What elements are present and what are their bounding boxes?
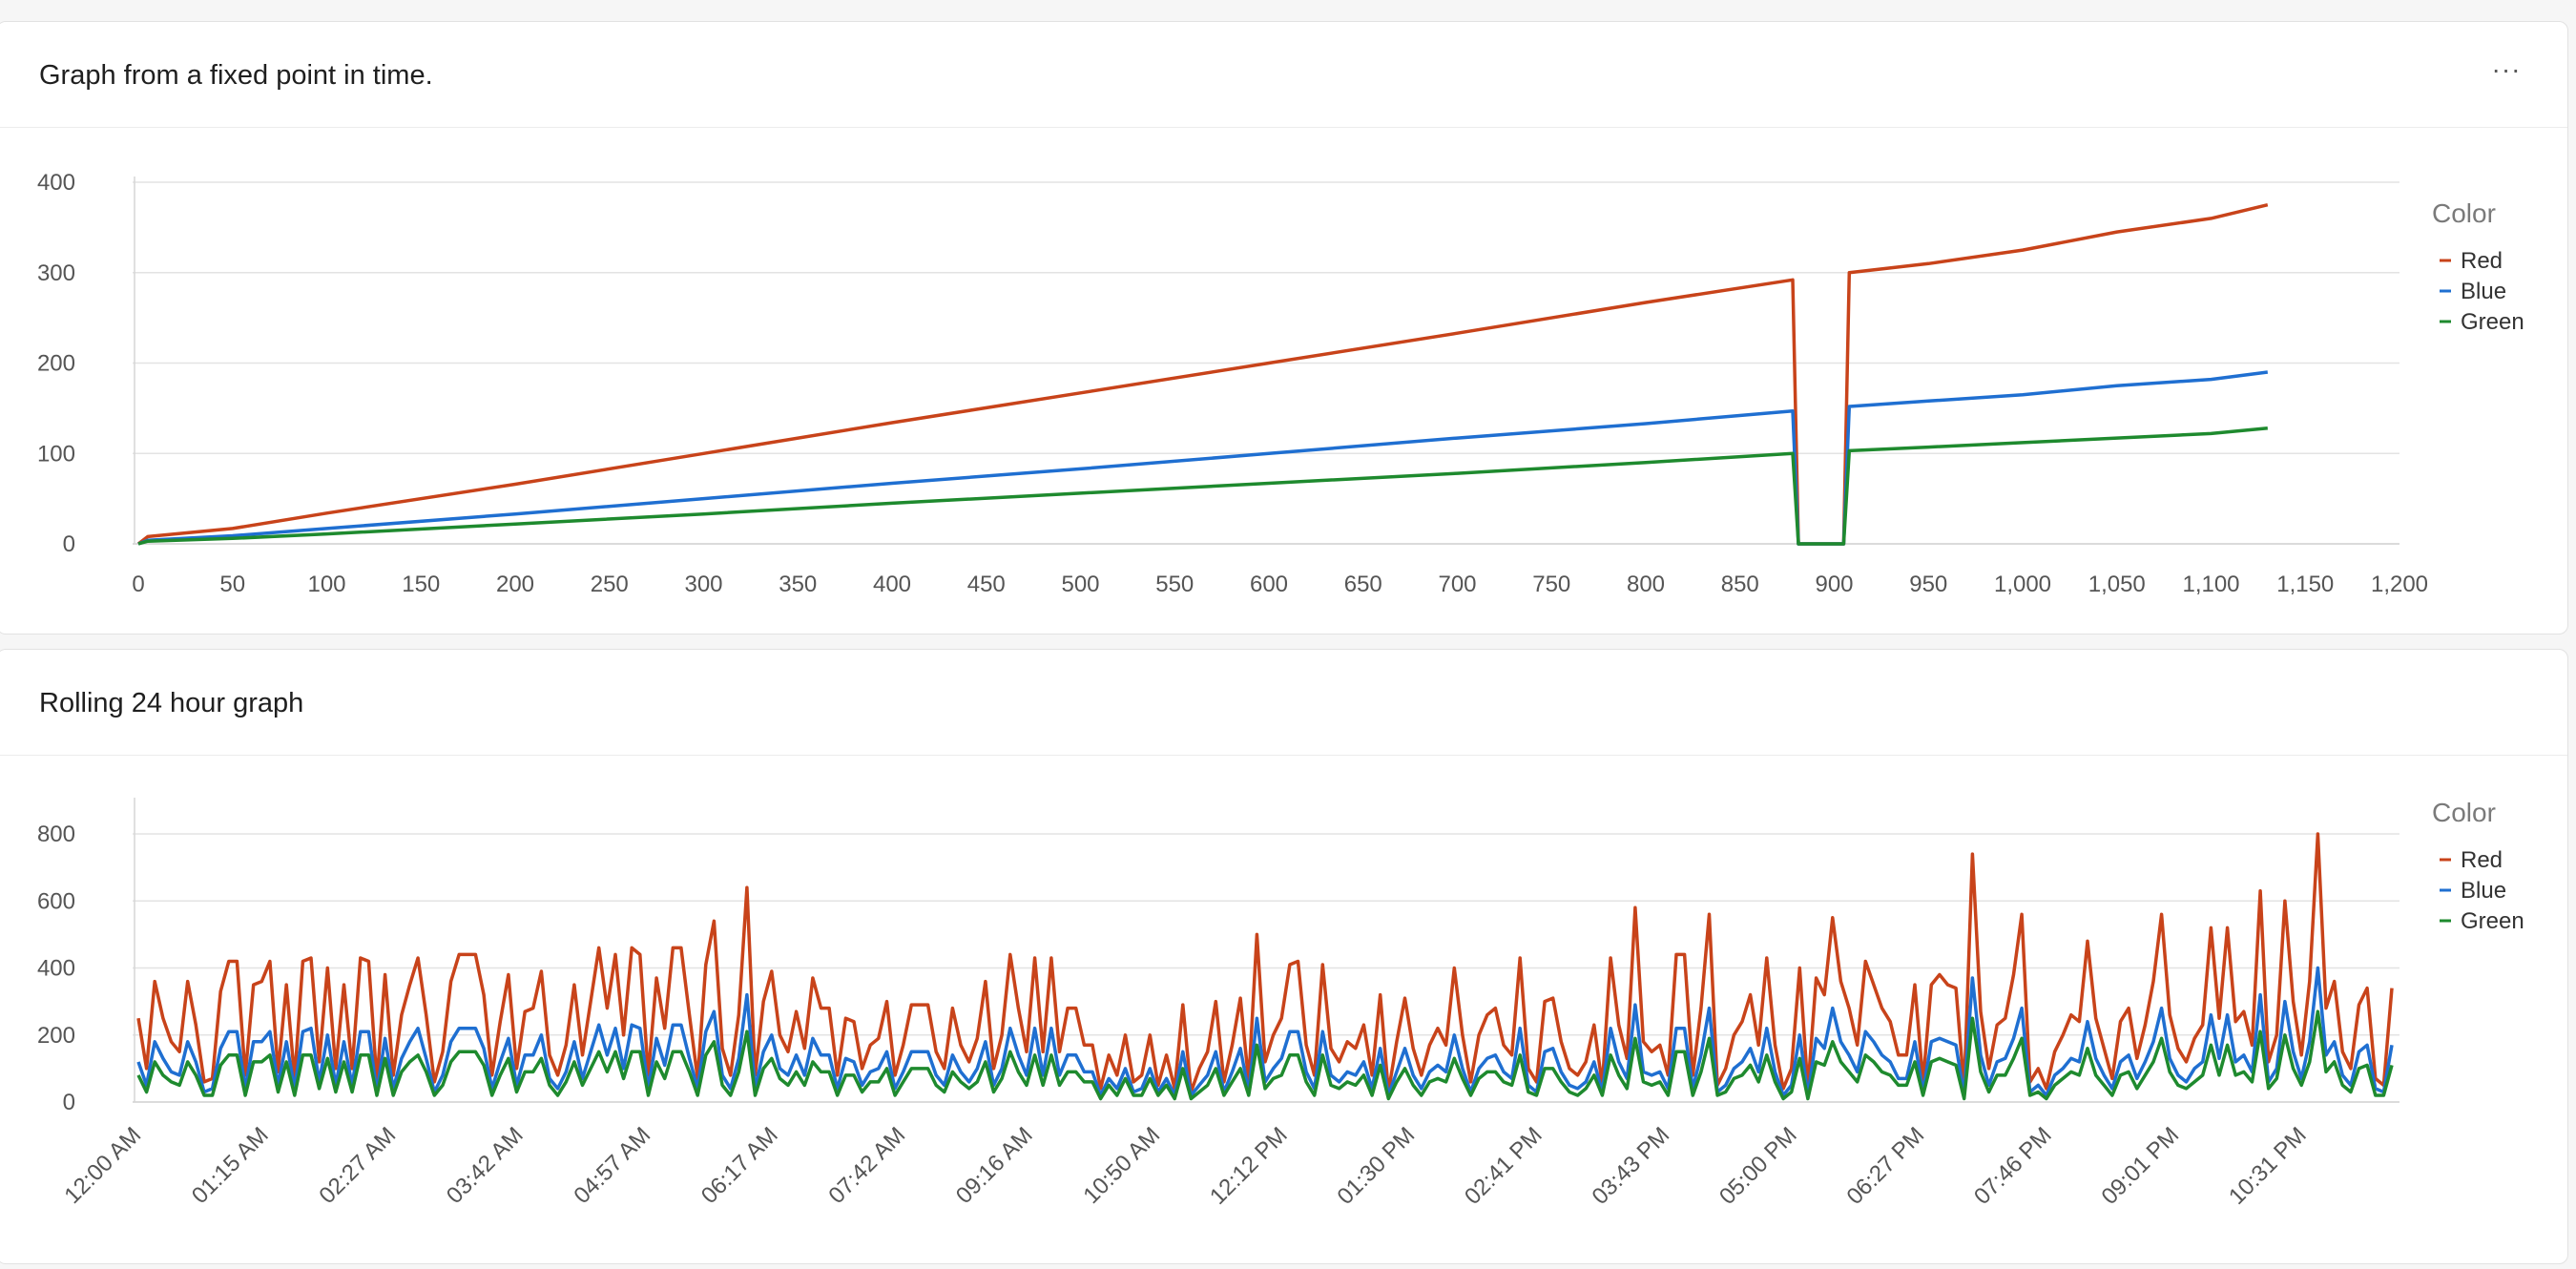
series-line-red xyxy=(136,832,2394,1094)
x-tick-label: 800 xyxy=(1627,572,1665,597)
legend-item-green: Green xyxy=(2461,908,2524,934)
x-tick-label: 10:31 PM xyxy=(2224,1122,2312,1210)
x-tick-label: 03:42 AM xyxy=(442,1122,529,1209)
x-tick-label: 01:15 AM xyxy=(187,1122,274,1209)
series-line-blue xyxy=(137,370,2269,546)
x-tick-label: 02:27 AM xyxy=(314,1122,401,1209)
panel-header: Rolling 24 hour graph xyxy=(0,650,2567,756)
y-tick-label: 100 xyxy=(37,441,75,467)
x-tick-label: 400 xyxy=(873,572,911,597)
legend-title: Color xyxy=(2432,198,2496,228)
legend-item-red: Red xyxy=(2461,248,2503,274)
series-line-blue xyxy=(136,966,2394,1097)
series-line-green xyxy=(136,1009,2394,1101)
x-tick-label: 1,050 xyxy=(2088,572,2146,597)
x-tick-label: 0 xyxy=(132,572,144,597)
x-tick-label: 01:30 PM xyxy=(1333,1122,1421,1210)
x-tick-label: 300 xyxy=(684,572,722,597)
fixed-point-chart: 0 100 200 300 400 0 50 100 150 200 250 300 350 400 450… xyxy=(37,170,2524,597)
x-tick-label: 07:46 PM xyxy=(1969,1122,2057,1210)
x-tick-label: 650 xyxy=(1344,572,1382,597)
x-tick-label: 350 xyxy=(779,572,817,597)
y-tick-label: 400 xyxy=(37,956,75,982)
x-tick-label: 200 xyxy=(496,572,534,597)
x-tick-label: 09:16 AM xyxy=(951,1122,1038,1209)
series-line-green xyxy=(137,426,2268,546)
x-tick-label: 500 xyxy=(1061,572,1099,597)
x-tick-label: 12:00 AM xyxy=(59,1122,146,1209)
y-tick-label: 0 xyxy=(63,1090,75,1115)
x-tick-label: 900 xyxy=(1815,572,1853,597)
panel-menu-button[interactable]: ··· xyxy=(2491,54,2522,84)
legend-item-blue: Blue xyxy=(2461,878,2506,904)
x-tick-label: 1,150 xyxy=(2276,572,2334,597)
x-tick-label: 04:57 AM xyxy=(569,1122,655,1209)
series-line-red xyxy=(136,202,2269,546)
x-tick-label: 750 xyxy=(1532,572,1570,597)
y-tick-label: 400 xyxy=(37,170,75,196)
legend-item-red: Red xyxy=(2461,847,2503,873)
x-tick-label: 06:27 PM xyxy=(1842,1122,1930,1210)
y-tick-label: 0 xyxy=(63,531,75,557)
x-tick-label: 05:00 PM xyxy=(1714,1122,1802,1210)
x-tick-label: 03:43 PM xyxy=(1588,1122,1675,1210)
y-tick-label: 300 xyxy=(37,260,75,286)
y-tick-label: 200 xyxy=(37,351,75,377)
legend-title: Color xyxy=(2432,798,2496,827)
y-tick-label: 600 xyxy=(37,888,75,914)
x-tick-label: 950 xyxy=(1909,572,1947,597)
panel-title: Rolling 24 hour graph xyxy=(39,688,304,718)
x-tick-label: 100 xyxy=(307,572,345,597)
fixed-point-panel: Graph from a fixed point in time. ··· 0 1… xyxy=(0,21,2568,634)
x-tick-label: 700 xyxy=(1438,572,1476,597)
panel-title: Graph from a fixed point in time. xyxy=(39,60,433,91)
y-tick-label: 800 xyxy=(37,822,75,847)
x-tick-label: 06:17 AM xyxy=(696,1122,783,1209)
x-tick-label: 1,100 xyxy=(2182,572,2239,597)
y-tick-label: 200 xyxy=(37,1023,75,1049)
legend-item-green: Green xyxy=(2461,309,2524,335)
x-tick-label: 550 xyxy=(1155,572,1194,597)
x-tick-label: 09:01 PM xyxy=(2097,1122,2185,1210)
panel-header: Graph from a fixed point in time. ··· xyxy=(0,22,2567,128)
x-tick-label: 450 xyxy=(967,572,1006,597)
rolling-24h-chart: 0 200 400 600 800 12:00 AM 01:15 AM 02:27 AM 03:… xyxy=(37,798,2524,1210)
x-tick-label: 1,000 xyxy=(1994,572,2051,597)
gridlines xyxy=(133,833,2399,1103)
legend-item-blue: Blue xyxy=(2461,279,2506,304)
x-tick-label: 250 xyxy=(591,572,629,597)
x-tick-label: 600 xyxy=(1250,572,1288,597)
x-tick-label: 07:42 AM xyxy=(823,1122,910,1209)
rolling-24h-panel: Rolling 24 hour graph 0 200 400 600 800 12:00… xyxy=(0,649,2568,1264)
x-tick-label: 10:50 AM xyxy=(1078,1122,1165,1209)
x-tick-label: 1,200 xyxy=(2371,572,2428,597)
x-tick-label: 850 xyxy=(1721,572,1759,597)
x-tick-label: 150 xyxy=(402,572,440,597)
x-tick-label: 50 xyxy=(219,572,245,597)
x-tick-label: 02:41 PM xyxy=(1460,1122,1548,1210)
x-tick-label: 12:12 PM xyxy=(1205,1122,1293,1210)
